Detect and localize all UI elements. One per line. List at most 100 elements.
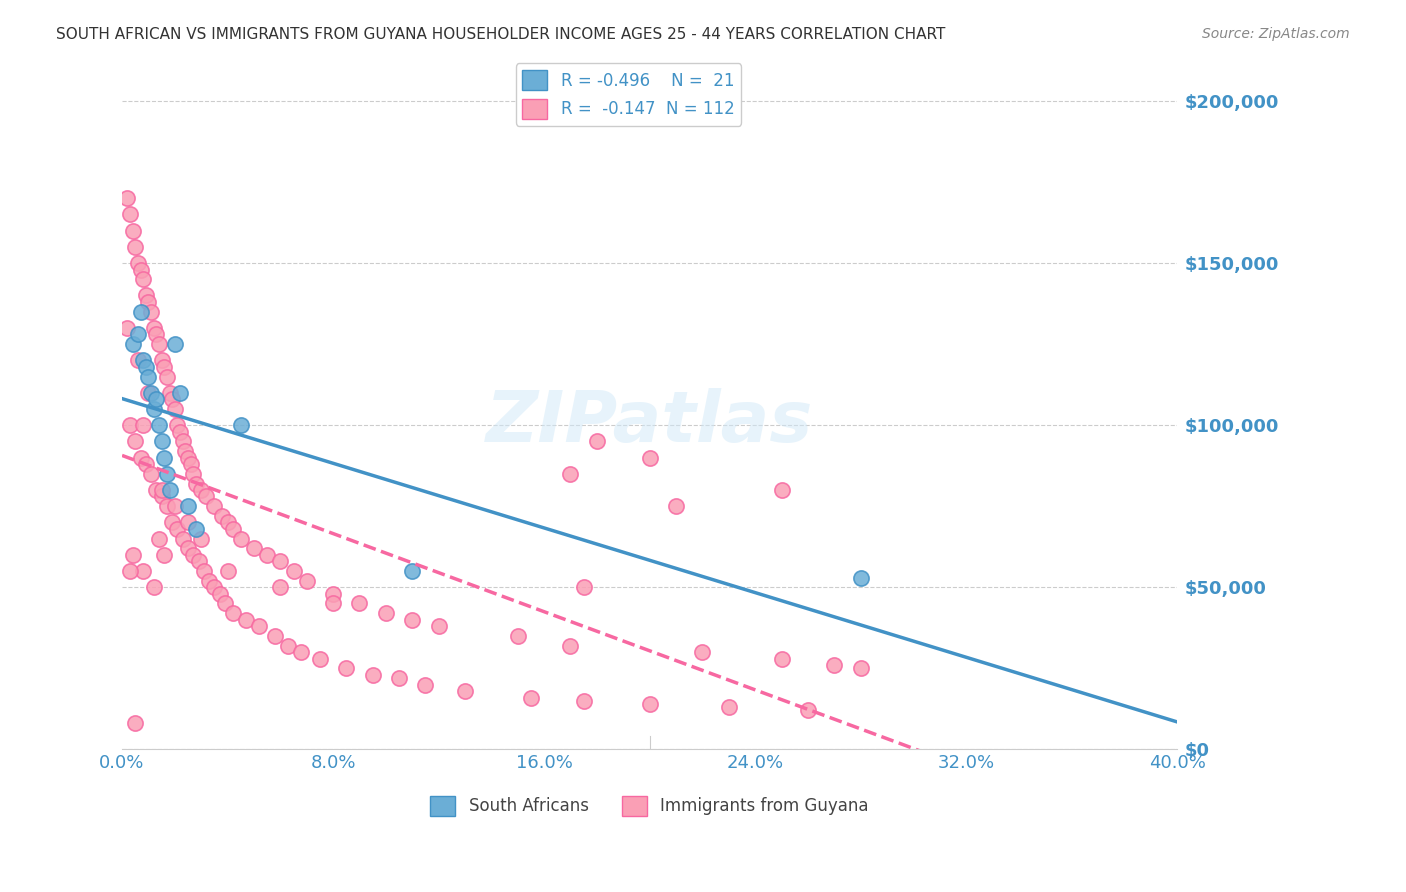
Point — [335, 661, 357, 675]
Point — [849, 570, 872, 584]
Text: Source: ZipAtlas.com: Source: ZipAtlas.com — [1202, 27, 1350, 41]
Point — [202, 500, 225, 514]
Point — [121, 548, 143, 562]
Point — [145, 483, 167, 497]
Point — [454, 684, 477, 698]
Point — [172, 434, 194, 449]
Point — [145, 327, 167, 342]
Point — [138, 369, 160, 384]
Point — [142, 321, 165, 335]
Point — [150, 434, 173, 449]
Point — [177, 516, 200, 530]
Legend: South Africans, Immigrants from Guyana: South Africans, Immigrants from Guyana — [423, 789, 876, 822]
Point — [181, 548, 204, 562]
Point — [665, 500, 688, 514]
Point — [132, 418, 155, 433]
Point — [132, 272, 155, 286]
Point — [118, 564, 141, 578]
Point — [138, 295, 160, 310]
Point — [572, 694, 595, 708]
Point — [153, 548, 176, 562]
Point — [124, 434, 146, 449]
Point — [692, 645, 714, 659]
Point — [222, 606, 245, 620]
Point — [229, 418, 252, 433]
Point — [127, 353, 149, 368]
Point — [129, 262, 152, 277]
Point — [150, 483, 173, 497]
Point — [243, 541, 266, 556]
Point — [117, 191, 139, 205]
Point — [177, 450, 200, 465]
Point — [520, 690, 543, 705]
Point — [148, 337, 170, 351]
Point — [638, 697, 661, 711]
Point — [145, 392, 167, 407]
Point — [184, 522, 207, 536]
Point — [560, 639, 582, 653]
Point — [121, 224, 143, 238]
Point — [217, 516, 239, 530]
Point — [388, 671, 411, 685]
Point — [132, 353, 155, 368]
Point — [169, 425, 191, 439]
Point — [169, 385, 191, 400]
Point — [290, 645, 312, 659]
Point — [135, 457, 157, 471]
Point — [129, 450, 152, 465]
Point — [166, 418, 188, 433]
Point — [177, 541, 200, 556]
Point — [211, 508, 233, 523]
Point — [560, 467, 582, 481]
Point — [160, 392, 183, 407]
Point — [269, 580, 291, 594]
Point — [349, 597, 371, 611]
Point — [361, 668, 384, 682]
Point — [193, 564, 215, 578]
Point — [638, 450, 661, 465]
Point — [174, 444, 197, 458]
Point — [322, 597, 344, 611]
Point — [139, 467, 162, 481]
Point — [295, 574, 318, 588]
Point — [269, 554, 291, 568]
Point — [142, 580, 165, 594]
Point — [118, 207, 141, 221]
Point — [163, 401, 186, 416]
Point — [166, 522, 188, 536]
Point — [135, 288, 157, 302]
Point — [159, 385, 181, 400]
Point — [180, 457, 202, 471]
Point — [797, 704, 820, 718]
Point — [427, 619, 450, 633]
Point — [586, 434, 609, 449]
Point — [153, 359, 176, 374]
Point — [118, 418, 141, 433]
Point — [124, 716, 146, 731]
Point — [229, 532, 252, 546]
Point — [283, 564, 305, 578]
Point — [208, 587, 231, 601]
Point — [127, 327, 149, 342]
Point — [190, 532, 212, 546]
Point — [770, 483, 793, 497]
Point — [148, 418, 170, 433]
Point — [187, 554, 209, 568]
Point — [172, 532, 194, 546]
Point — [195, 490, 218, 504]
Point — [150, 490, 173, 504]
Point — [124, 240, 146, 254]
Point — [160, 516, 183, 530]
Point — [184, 476, 207, 491]
Point — [129, 304, 152, 318]
Point — [159, 483, 181, 497]
Point — [121, 337, 143, 351]
Point — [198, 574, 221, 588]
Point — [322, 587, 344, 601]
Point — [217, 564, 239, 578]
Point — [139, 385, 162, 400]
Point — [150, 353, 173, 368]
Point — [135, 359, 157, 374]
Point — [163, 337, 186, 351]
Point — [770, 651, 793, 665]
